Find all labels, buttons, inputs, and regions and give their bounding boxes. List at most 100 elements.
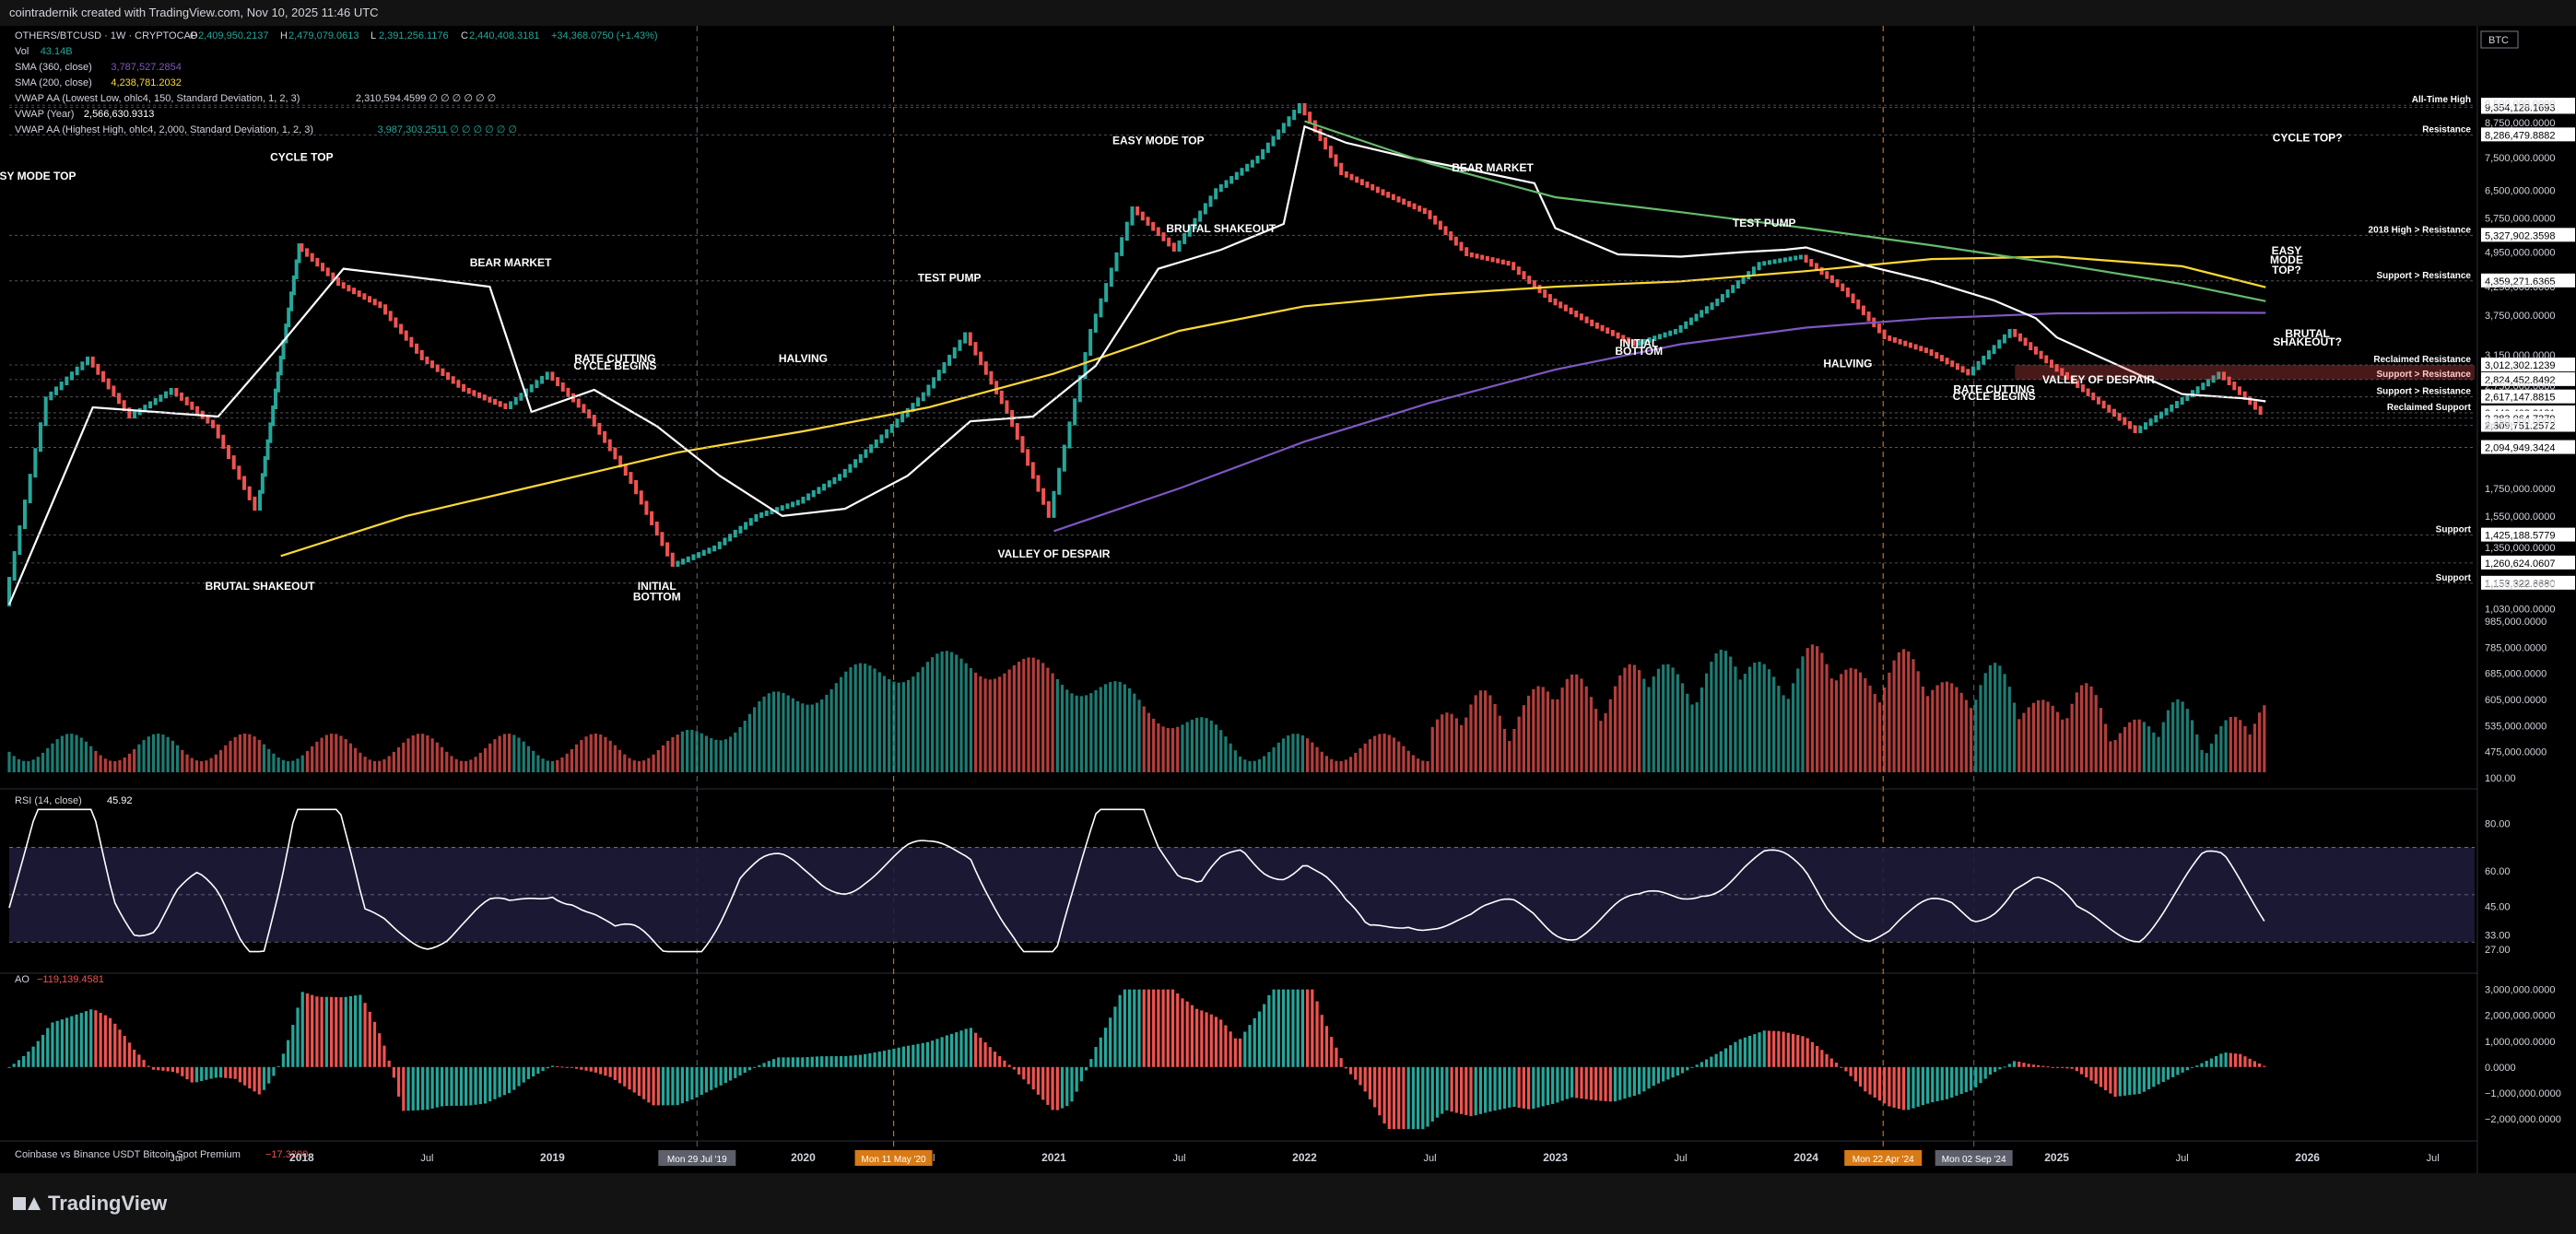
volume-bar: [315, 741, 319, 772]
price-candle: [1543, 289, 1547, 299]
price-candle: [1532, 280, 1536, 289]
volume-bar: [1089, 693, 1093, 772]
price-candle: [654, 521, 659, 536]
ao-bar: [1224, 1025, 1228, 1067]
annotation-5: HALVING: [779, 352, 828, 365]
price-candle: [347, 285, 351, 292]
ao-bar: [522, 1066, 525, 1083]
volume-bar: [378, 760, 382, 772]
volume-bar: [1085, 695, 1088, 772]
volume-bar: [858, 663, 863, 772]
ao-bar: [974, 1032, 978, 1067]
volume-bar: [2031, 702, 2035, 772]
ao-bar: [647, 1066, 651, 1103]
volume-bar: [1022, 658, 1026, 772]
volume-bar: [1840, 674, 1843, 772]
volume-bar: [1161, 726, 1165, 772]
time-label-11: Jul: [1675, 1153, 1688, 1164]
price-candle: [1349, 173, 1354, 181]
annotation-16: BOTTOM: [1615, 345, 1663, 358]
price-candle: [1193, 217, 1197, 229]
volume-bar: [12, 756, 16, 772]
ao-bar: [897, 1047, 900, 1067]
ao-bar: [99, 1012, 102, 1067]
price-candle: [242, 476, 247, 490]
volume-bar: [877, 672, 881, 772]
price-tick-15: 1,030,000.0000: [2485, 605, 2555, 616]
volume-bar: [964, 663, 968, 772]
ao-bar: [2200, 1063, 2204, 1067]
volume-bar: [2205, 753, 2208, 772]
legend-line-label-3: VWAP AA (Lowest Low, ohlc4, 150, Standar…: [15, 93, 300, 104]
volume-bar: [676, 735, 679, 772]
price-candle: [1778, 258, 1782, 264]
time-label-3: 2019: [540, 1151, 565, 1164]
volume-bar: [1103, 684, 1108, 772]
price-candle: [451, 376, 455, 384]
price-candle: [1265, 142, 1270, 153]
ao-bar: [2257, 1064, 2262, 1067]
price-candle: [1606, 327, 1610, 335]
annotation-6: TEST PUMP: [918, 271, 982, 284]
ao-bar: [133, 1050, 136, 1067]
price-candle: [1151, 221, 1156, 231]
price-candle: [2180, 397, 2184, 405]
ao-bar: [2243, 1056, 2247, 1067]
annotation-25: BRUTAL: [2285, 327, 2329, 340]
tradingview-logo[interactable]: TradingView: [13, 1192, 167, 1216]
ao-bar: [844, 1055, 848, 1067]
volume-bar: [974, 672, 978, 772]
ao-bar: [1527, 1066, 1531, 1110]
price-candle: [858, 453, 863, 464]
ao-bar: [1580, 1066, 1583, 1099]
ao-bar: [1238, 1038, 1242, 1067]
ao-bar: [1710, 1056, 1713, 1067]
price-candle: [832, 476, 837, 485]
volume-bar: [55, 739, 59, 772]
ao-bar: [1051, 1066, 1054, 1111]
chart-area[interactable]: All-Time High Resistance 2018 High > Resis…: [0, 26, 2576, 1173]
volume-bar: [181, 749, 184, 772]
volume-bar: [565, 753, 569, 772]
ao-bar: [2229, 1052, 2232, 1067]
price-candle: [148, 401, 153, 409]
volume-bar: [1806, 648, 1809, 772]
volume-bar: [700, 733, 703, 772]
volume-bar: [75, 735, 78, 772]
ao-bar: [1897, 1066, 1900, 1110]
level-badge: [2481, 127, 2575, 142]
ao-bar: [315, 996, 319, 1067]
volume-bar: [522, 741, 525, 772]
volume-bar: [1281, 738, 1286, 772]
price-candle: [2148, 418, 2153, 427]
volume-bar: [142, 739, 146, 772]
price-candle: [190, 401, 194, 410]
volume-tick-2: 685,000.0000: [2485, 669, 2547, 680]
volume-bar: [1276, 742, 1280, 772]
volume-bar: [1190, 719, 1194, 772]
price-candle: [989, 370, 994, 385]
ao-bar: [940, 1037, 944, 1067]
ao-bar: [1940, 1066, 1944, 1100]
legend-ohlc-value-2: 2,391,256.1176: [379, 30, 449, 41]
ao-bar: [1777, 1030, 1781, 1067]
ao-bar: [454, 1066, 458, 1106]
ao-bar: [594, 1066, 598, 1073]
ao-bar: [868, 1052, 872, 1067]
price-candle: [1198, 210, 1203, 222]
ao-bar: [1046, 1066, 1050, 1105]
price-candle: [284, 323, 288, 344]
price-candle: [488, 396, 492, 403]
volume-bar: [1719, 649, 1723, 772]
ao-tick-1: 2,000,000.0000: [2485, 1011, 2555, 1022]
volume-bar: [1036, 659, 1041, 772]
price-candle: [2111, 408, 2116, 417]
ao-bar: [1652, 1066, 1655, 1087]
ao-bar: [1758, 1032, 1761, 1067]
volume-bar: [652, 754, 655, 772]
price-candle: [1547, 294, 1552, 303]
annotation-0: EASY MODE TOP: [0, 170, 76, 182]
volume-bar: [560, 757, 564, 772]
price-candle: [1892, 336, 1897, 343]
